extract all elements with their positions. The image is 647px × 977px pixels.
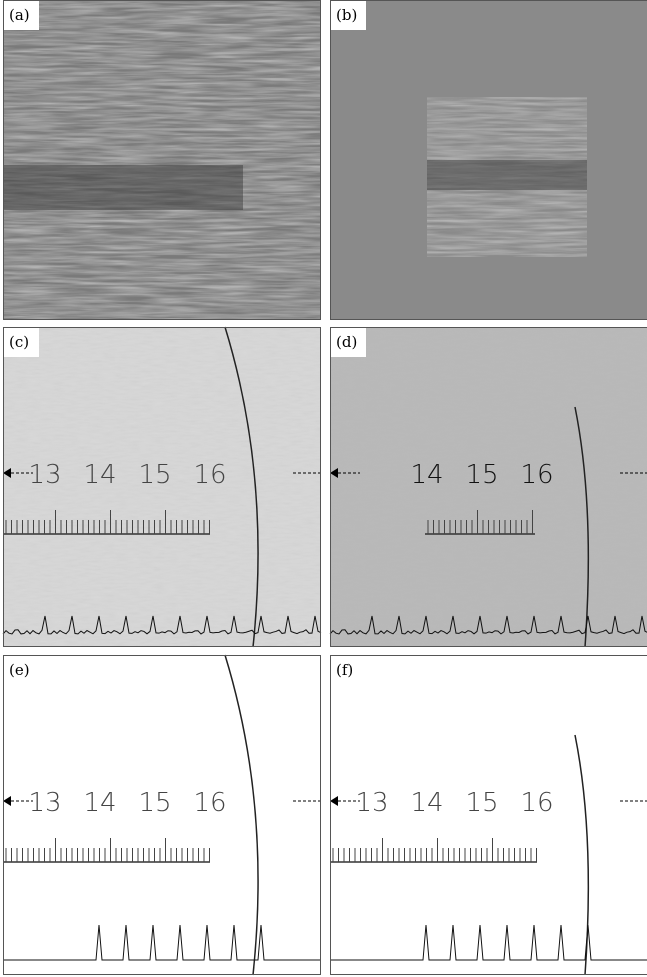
scale-number: 16 [520,460,553,490]
panel-border [330,327,647,647]
profile-trace [330,924,647,961]
scale-number: 14 [410,460,443,490]
label-bg [3,327,39,357]
noise-texture [3,327,321,647]
scale-number: 16 [193,788,226,818]
panel-image [330,655,647,975]
panel-border [3,327,321,647]
panel: 13 14 15 16 (f) [330,655,647,976]
edge-marker [330,468,338,478]
panel-label: (a) [9,6,30,24]
panel-border [330,0,647,320]
panel: 13 14 15 16 (e) [3,654,321,976]
speckle-texture [3,0,321,320]
panel: (a) [3,0,321,320]
scale-number: 13 [355,788,388,818]
arc-edge [574,406,590,648]
panel: 14 15 16 (d) [329,327,647,648]
edge-marker [3,796,11,806]
scale-number: 14 [83,788,116,818]
dark-band [3,165,243,210]
panel: (b) [330,0,647,320]
edge-marker [3,468,11,478]
profile-trace [329,615,647,635]
panel-label: (e) [9,661,30,679]
scale-number: 16 [193,460,226,490]
scale-number: 13 [28,460,61,490]
panel-label: (f) [336,661,353,679]
arc-edge [224,654,259,976]
scale-number: 13 [28,788,61,818]
scale-number: 16 [520,788,553,818]
noise-texture [330,327,647,647]
scale-number: 14 [410,788,443,818]
label-bg [3,655,39,685]
panel-label: (c) [9,333,29,351]
panel-label: (d) [336,333,357,351]
label-bg [330,655,366,685]
scale-number: 15 [465,460,498,490]
label-bg [3,0,39,30]
scale-number: 15 [138,460,171,490]
panel: 13 14 15 16 (c) [2,326,322,648]
panel-border [330,655,647,975]
panel-border [3,0,321,320]
panel-border [3,655,321,975]
dark-band [427,160,587,190]
scale-number: 15 [465,788,498,818]
profile-trace [3,924,321,961]
profile-trace [2,615,322,635]
inset-texture [427,97,587,257]
label-bg [330,327,366,357]
panel-image [3,655,321,975]
panel-label: (b) [336,6,357,24]
arc-edge [224,326,259,648]
scale-number: 15 [138,788,171,818]
scale-number: 14 [83,460,116,490]
label-bg [330,0,366,30]
edge-marker [330,796,338,806]
